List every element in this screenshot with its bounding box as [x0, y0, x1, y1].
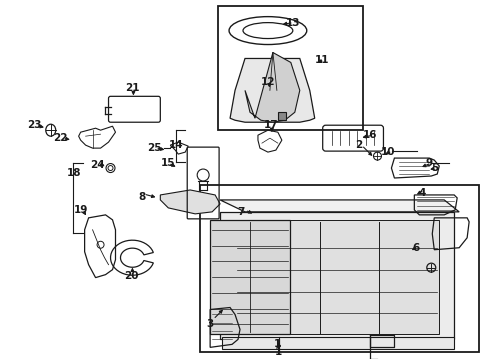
- Text: 15: 15: [161, 158, 175, 168]
- Text: 5: 5: [431, 163, 438, 173]
- Bar: [277, 112, 285, 120]
- Text: 14: 14: [169, 140, 183, 150]
- Polygon shape: [244, 53, 299, 122]
- Text: 24: 24: [90, 160, 104, 170]
- Text: 10: 10: [381, 147, 395, 157]
- Polygon shape: [235, 220, 438, 334]
- Text: 11: 11: [314, 55, 328, 66]
- Text: 1: 1: [275, 347, 282, 357]
- Polygon shape: [222, 337, 453, 349]
- Bar: [218, 6, 362, 130]
- Text: 8: 8: [139, 192, 146, 202]
- Text: 18: 18: [66, 168, 81, 178]
- Bar: [200, 185, 478, 352]
- Text: 25: 25: [147, 143, 161, 153]
- Polygon shape: [229, 58, 314, 122]
- Text: 1: 1: [274, 339, 281, 349]
- Text: 12: 12: [260, 77, 275, 87]
- Polygon shape: [220, 212, 453, 339]
- Text: 17: 17: [263, 120, 278, 130]
- Text: 9: 9: [425, 158, 432, 168]
- Text: 6: 6: [412, 243, 419, 253]
- Polygon shape: [220, 200, 458, 212]
- Text: 23: 23: [27, 120, 42, 130]
- Text: 22: 22: [53, 133, 68, 143]
- Polygon shape: [160, 190, 220, 214]
- Text: 19: 19: [73, 205, 88, 215]
- Polygon shape: [210, 220, 289, 334]
- Text: 7: 7: [237, 207, 244, 217]
- Text: 20: 20: [124, 271, 139, 281]
- Text: 13: 13: [285, 18, 300, 28]
- Text: 4: 4: [418, 188, 425, 198]
- Text: 3: 3: [206, 319, 213, 329]
- Text: 2: 2: [354, 140, 362, 150]
- Text: 16: 16: [363, 130, 377, 140]
- Text: 21: 21: [125, 84, 140, 93]
